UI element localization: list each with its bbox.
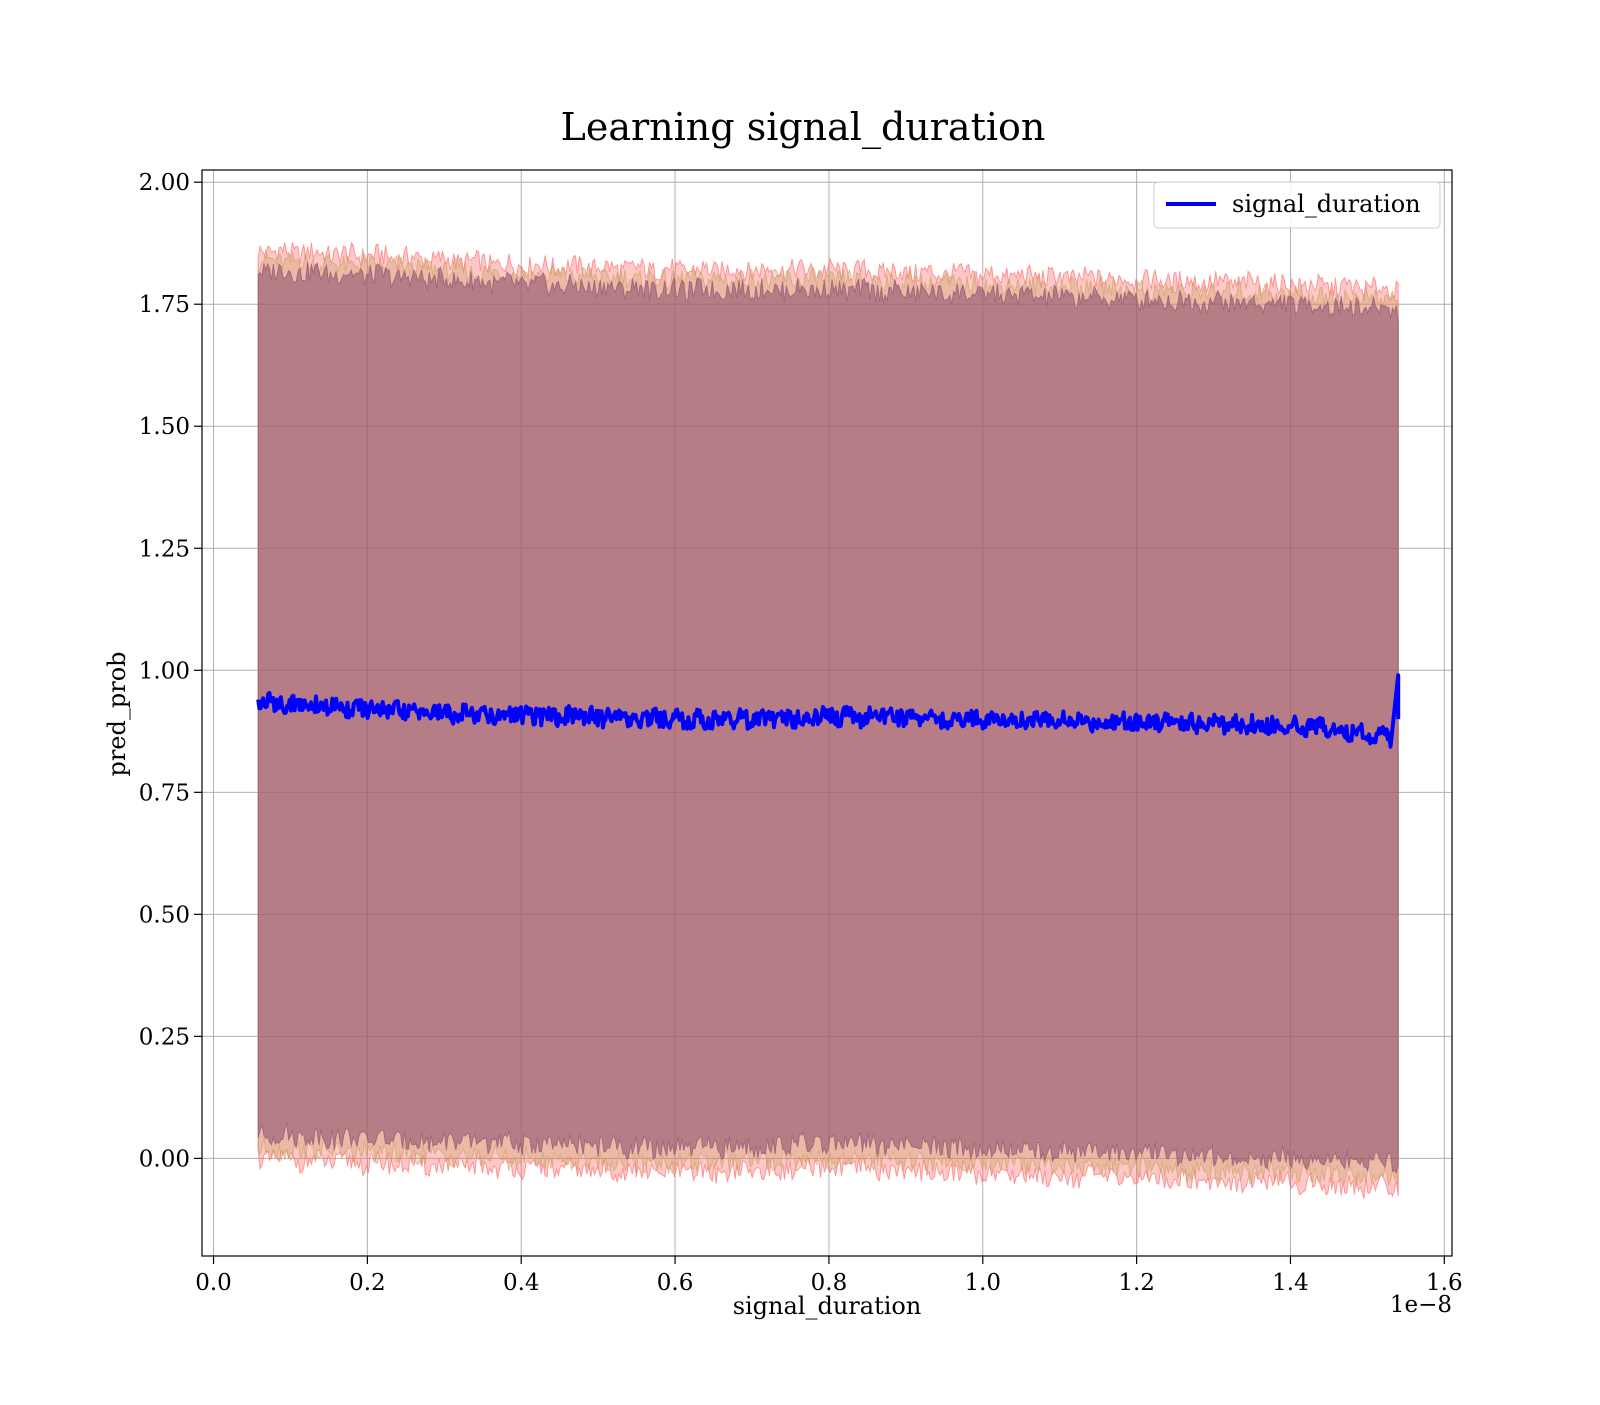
x-tick-label: 0.8 (811, 1270, 848, 1296)
x-tick-label: 0.2 (349, 1270, 386, 1296)
x-tick-label: 0.0 (195, 1270, 232, 1296)
x-tick-label: 1.6 (1426, 1270, 1463, 1296)
x-tick-label: 1.0 (964, 1270, 1001, 1296)
y-tick-label: 0.50 (139, 902, 190, 928)
y-tick-label: 0.75 (139, 780, 190, 806)
y-tick-label: 0.25 (139, 1024, 190, 1050)
y-tick-label: 1.75 (139, 292, 190, 318)
x-tick-label: 1.2 (1118, 1270, 1155, 1296)
y-axis-label: pred_prob (103, 651, 131, 776)
y-tick-label: 0.00 (139, 1146, 190, 1172)
legend: signal_duration (1153, 181, 1441, 229)
axes-frame (201, 169, 1453, 1257)
plot-area: 0.0 0.2 0.4 0.6 0.8 1.0 1.2 1.4 1.6 0.00 0.25 0.50 0… (139, 169, 1463, 1296)
chart-title: Learning signal_duration (561, 105, 1046, 150)
x-axis-label: signal_duration (733, 1292, 922, 1320)
legend-box (1153, 181, 1441, 229)
x-tick-label: 0.4 (503, 1270, 540, 1296)
series-line-signal_duration (256, 673, 1401, 749)
y-tick-label: 1.00 (139, 658, 190, 684)
x-axis-offset-label: 1e−8 (1390, 1292, 1452, 1318)
legend-entry-label: signal_duration (1232, 190, 1421, 218)
y-tick-label: 2.00 (139, 170, 190, 196)
x-tick-label: 0.6 (657, 1270, 694, 1296)
y-tick-label: 1.25 (139, 536, 190, 562)
x-tick-label: 1.4 (1272, 1270, 1309, 1296)
y-tick-label: 1.50 (139, 414, 190, 440)
